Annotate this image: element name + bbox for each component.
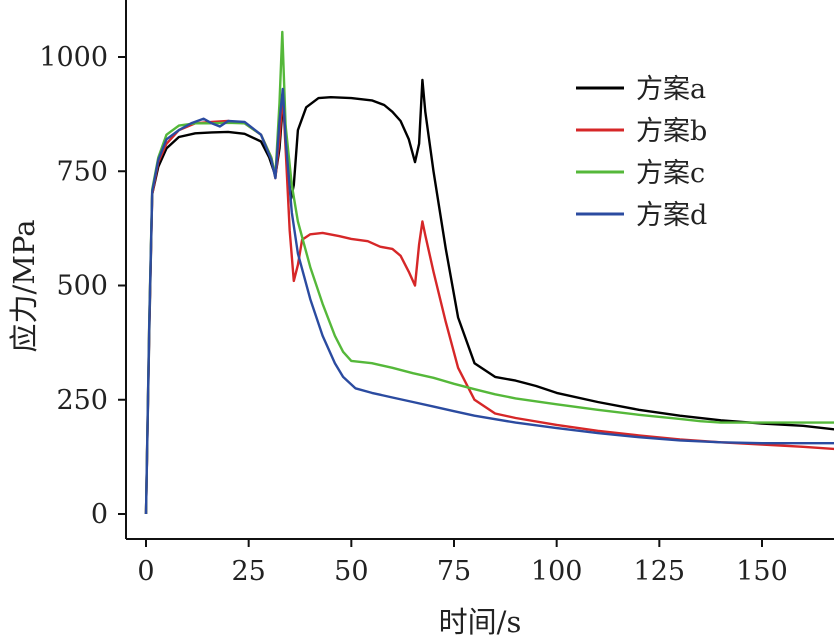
y-tick-label: 250 xyxy=(56,385,108,416)
y-axis-ticks: 0 250 500 750 1000 xyxy=(39,42,126,530)
x-axis-title: 时间/s xyxy=(439,605,522,639)
x-tick-label: 50 xyxy=(334,556,368,587)
y-tick-label: 0 xyxy=(91,499,108,530)
series-line-1 xyxy=(144,78,834,515)
y-tick-label: 500 xyxy=(56,271,108,302)
y-tick-label: 750 xyxy=(56,156,108,187)
legend-label-4: 方案d xyxy=(636,200,707,231)
legend-label-2: 方案b xyxy=(636,116,707,147)
y-tick-label: 1000 xyxy=(39,42,108,73)
y-axis-title: 应力/MPa xyxy=(7,220,41,353)
x-tick-label: 75 xyxy=(437,556,471,587)
x-tick-label: 0 xyxy=(137,556,154,587)
legend-label-1: 方案a xyxy=(636,74,706,105)
series-line-4 xyxy=(144,87,834,515)
x-tick-label: 25 xyxy=(231,556,265,587)
plot-lines xyxy=(144,30,834,515)
series-line-3 xyxy=(144,30,834,515)
legend-label-3: 方案c xyxy=(636,158,705,189)
legend: 方案a 方案b 方案c 方案d xyxy=(576,74,707,231)
series-line-2 xyxy=(144,92,834,515)
x-tick-label: 150 xyxy=(736,556,788,587)
x-tick-label: 125 xyxy=(634,556,686,587)
x-axis-ticks: 0 25 50 75 100 125 150 xyxy=(137,539,788,587)
x-tick-label: 100 xyxy=(531,556,583,587)
